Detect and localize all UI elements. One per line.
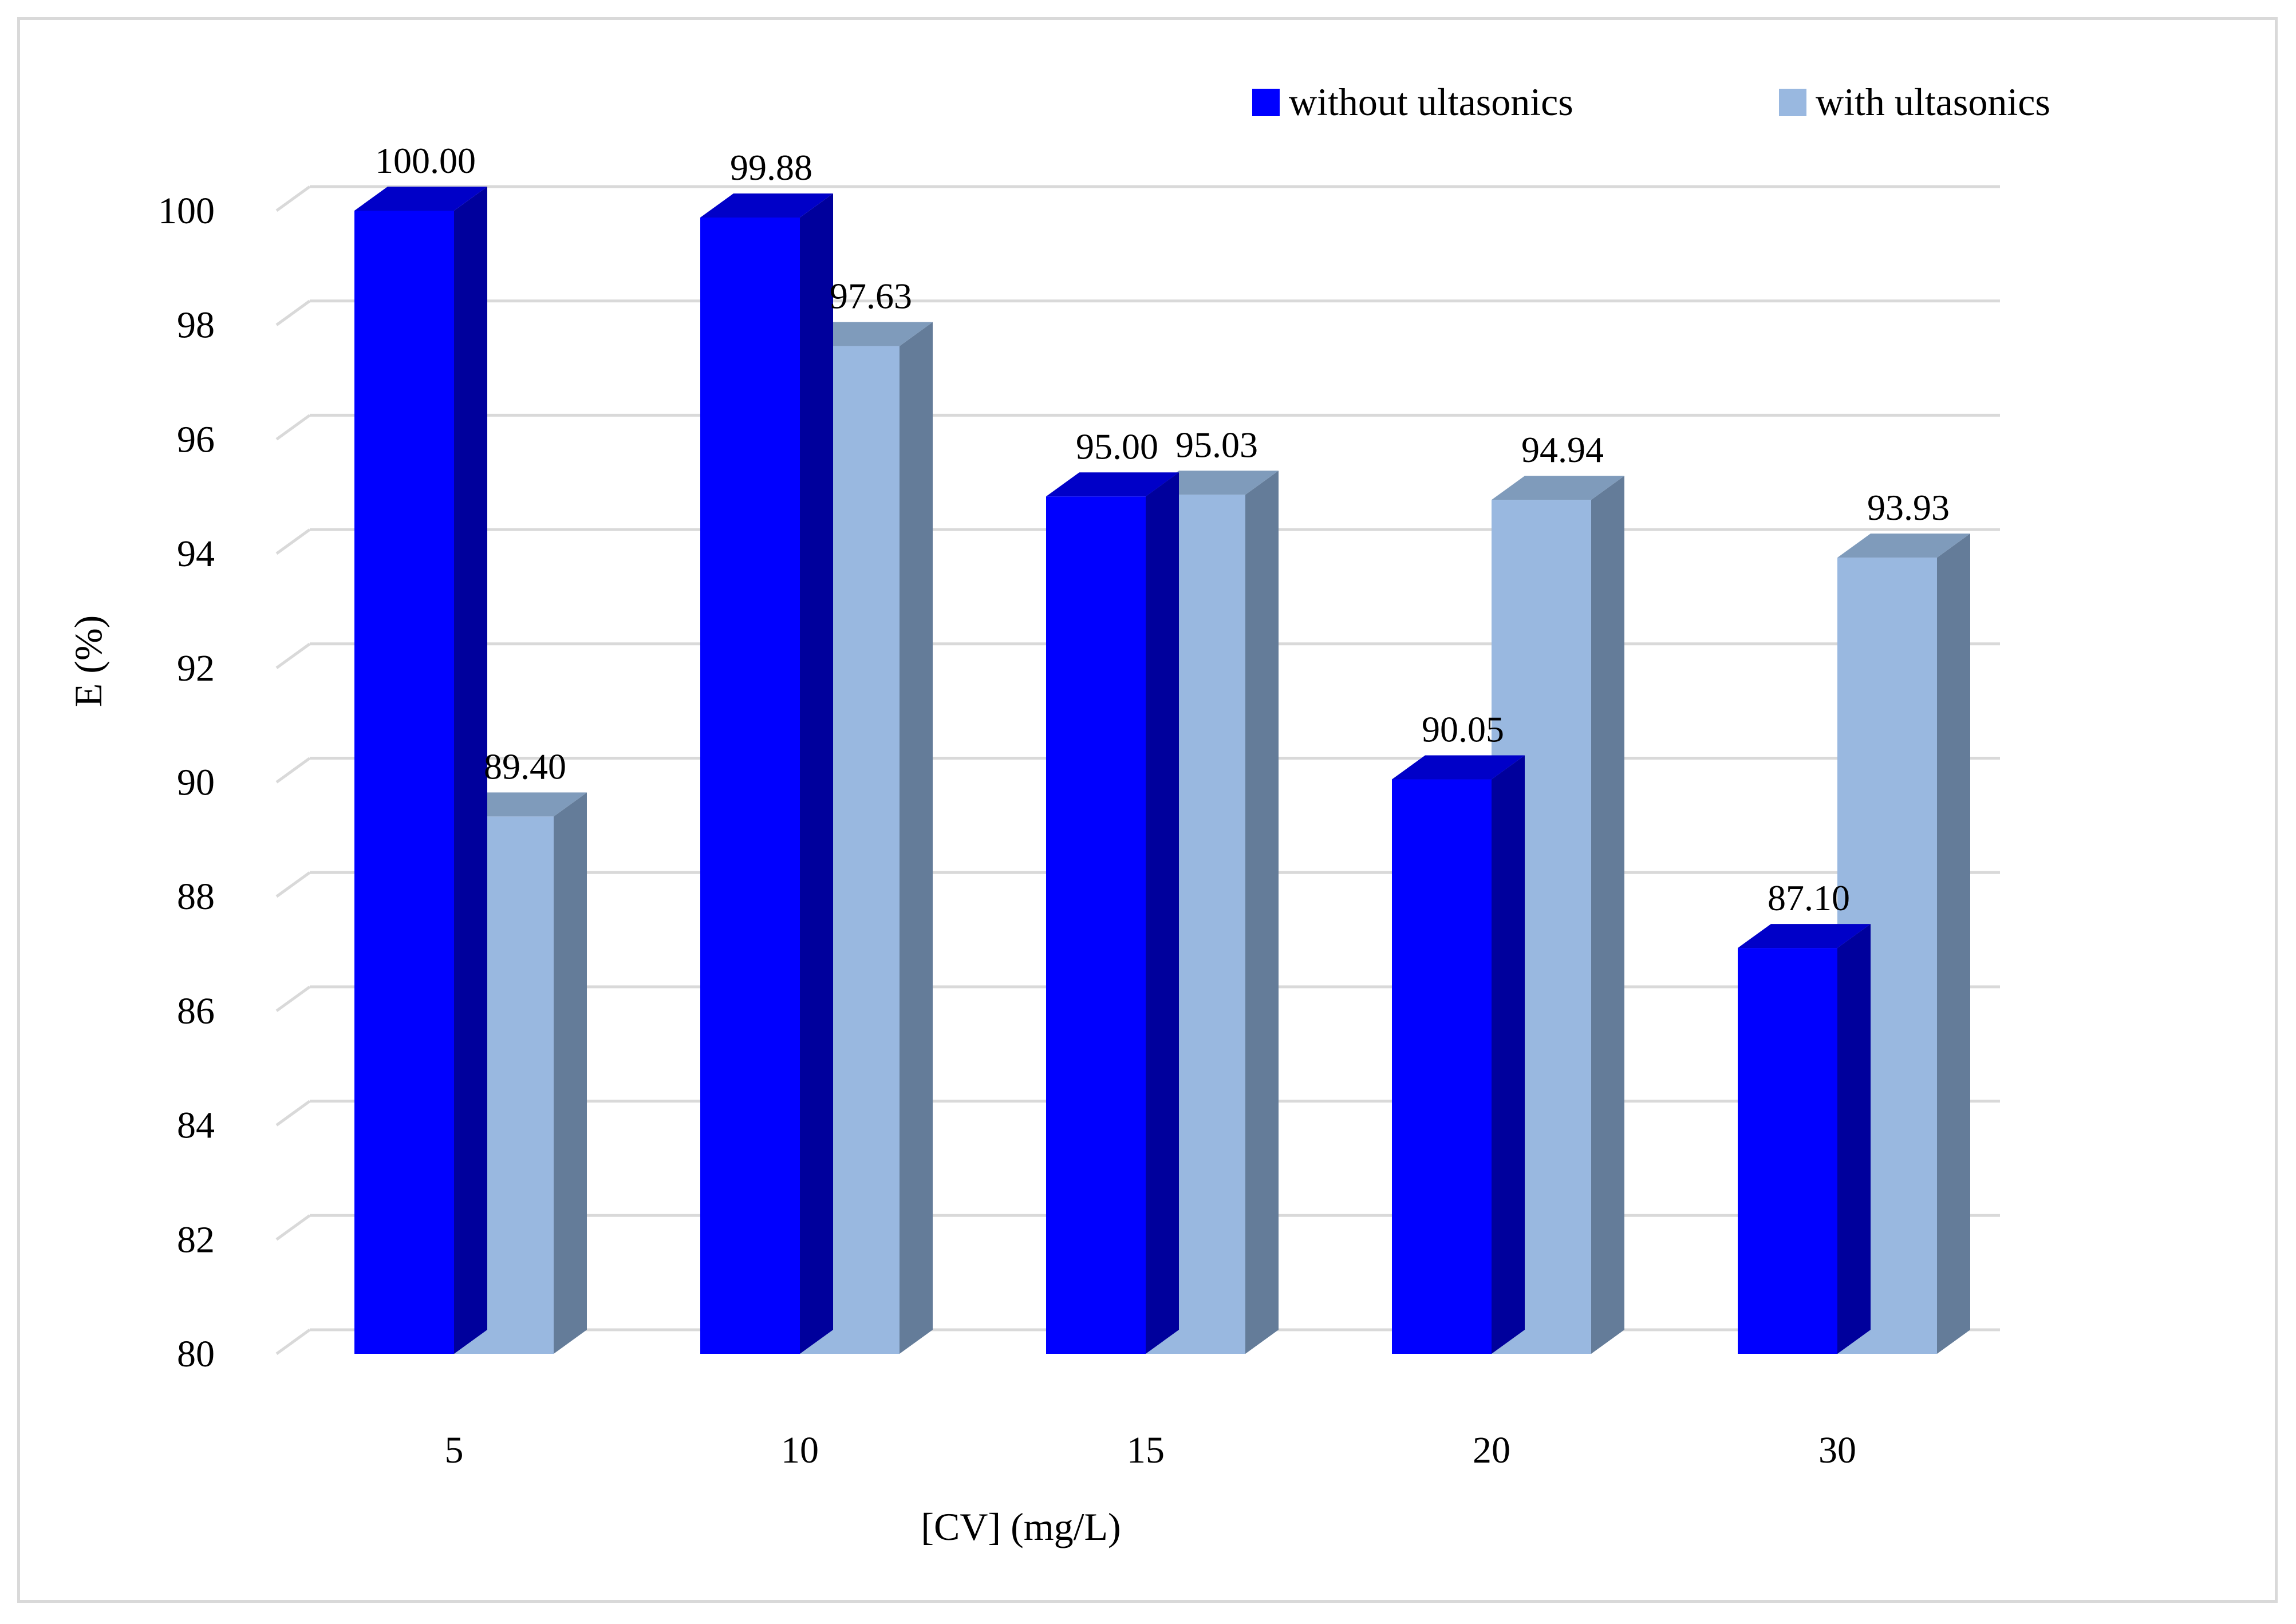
bar-side (800, 193, 833, 1354)
bar-front (1738, 948, 1837, 1354)
legend-swatch-with-ultasonics (1779, 89, 1806, 116)
chart-frame: 80 82 84 86 88 90 92 94 96 98 100 89.40 100.00 97.63… (17, 17, 2278, 1603)
gridline-depth (275, 299, 311, 326)
bar-front (1046, 496, 1146, 1354)
y-tick-label: 92 (177, 647, 215, 689)
gridline-depth (275, 757, 311, 784)
legend-label-without-ultasonics: without ultasonics (1289, 80, 1573, 124)
x-tick-label: 15 (1127, 1429, 1165, 1471)
bars (354, 187, 1970, 1354)
bar-front (1392, 779, 1492, 1354)
y-tick-label: 96 (177, 418, 215, 460)
bar-top (700, 193, 833, 218)
bar-side (1937, 534, 1970, 1354)
bar-front (354, 211, 454, 1354)
gridline-depth (275, 642, 311, 669)
data-label: 95.00 (1076, 426, 1158, 467)
gridline-depth (275, 1100, 311, 1127)
bar-top (354, 187, 487, 211)
data-label: 100.00 (375, 140, 476, 181)
gridline-depth (275, 985, 311, 1012)
data-label: 87.10 (1768, 878, 1850, 918)
data-label: 95.03 (1175, 424, 1258, 465)
data-label: 90.05 (1422, 709, 1504, 750)
x-tick-label: 30 (1818, 1429, 1856, 1471)
gridline-depth (275, 185, 311, 212)
x-axis-ticks: 5 10 15 20 30 (445, 1429, 1857, 1471)
gridline-depth (275, 528, 311, 555)
bar-side (1146, 472, 1179, 1354)
y-tick-label: 80 (177, 1333, 215, 1375)
y-tick-label: 94 (177, 533, 215, 575)
bar-side (900, 322, 933, 1354)
bar-without-ultasonics-5 (354, 187, 487, 1354)
data-label: 99.88 (730, 147, 812, 188)
y-axis-ticks: 80 82 84 86 88 90 92 94 96 98 100 (158, 190, 215, 1375)
x-tick-label: 5 (445, 1429, 464, 1471)
bar-chart: 80 82 84 86 88 90 92 94 96 98 100 89.40 100.00 97.63… (66, 80, 2050, 1548)
bar-without-ultasonics-10 (700, 193, 833, 1354)
y-axis-title: E (%) (66, 615, 110, 707)
y-tick-label: 98 (177, 305, 215, 346)
data-label: 94.94 (1521, 429, 1604, 470)
bar-side (454, 187, 487, 1354)
y-tick-label: 84 (177, 1105, 215, 1147)
x-tick-label: 10 (781, 1429, 819, 1471)
legend: without ultasonics with ultasonics (1252, 80, 2050, 124)
gridline-depth (275, 1214, 311, 1241)
data-label: 89.40 (484, 746, 566, 787)
y-tick-label: 100 (158, 190, 215, 232)
y-tick-label: 88 (177, 876, 215, 918)
y-tick-label: 90 (177, 762, 215, 804)
bar-without-ultasonics-20 (1392, 755, 1525, 1354)
bar-top (1392, 755, 1525, 780)
bar-front (700, 217, 800, 1354)
bar-top (1738, 924, 1871, 949)
x-axis-title: [CV] (mg/L) (921, 1505, 1121, 1548)
bar-side (1837, 924, 1871, 1354)
bar-side (1492, 755, 1525, 1354)
gridline-depth (275, 871, 311, 898)
y-tick-label: 86 (177, 990, 215, 1032)
data-labels: 89.40 100.00 97.63 99.88 95.03 95.00 94.94 90.0… (375, 140, 1950, 918)
bar-side (1245, 471, 1279, 1354)
bar-top (1492, 476, 1624, 500)
data-label: 93.93 (1867, 487, 1950, 528)
gridline-depth (275, 414, 311, 441)
x-tick-label: 20 (1473, 1429, 1510, 1471)
bar-side (554, 792, 587, 1354)
bar-side (1591, 476, 1624, 1354)
bar-top (1837, 534, 1970, 558)
bar-without-ultasonics-30 (1738, 924, 1871, 1354)
gridline-depth (275, 1328, 311, 1356)
legend-label-with-ultasonics: with ultasonics (1816, 80, 2050, 124)
legend-swatch-without-ultasonics (1252, 89, 1280, 116)
bar-with-ultasonics-20 (1492, 476, 1624, 1354)
data-label: 97.63 (830, 276, 912, 317)
y-tick-label: 82 (177, 1219, 215, 1261)
bar-without-ultasonics-15 (1046, 472, 1179, 1354)
bar-top (1046, 472, 1179, 497)
